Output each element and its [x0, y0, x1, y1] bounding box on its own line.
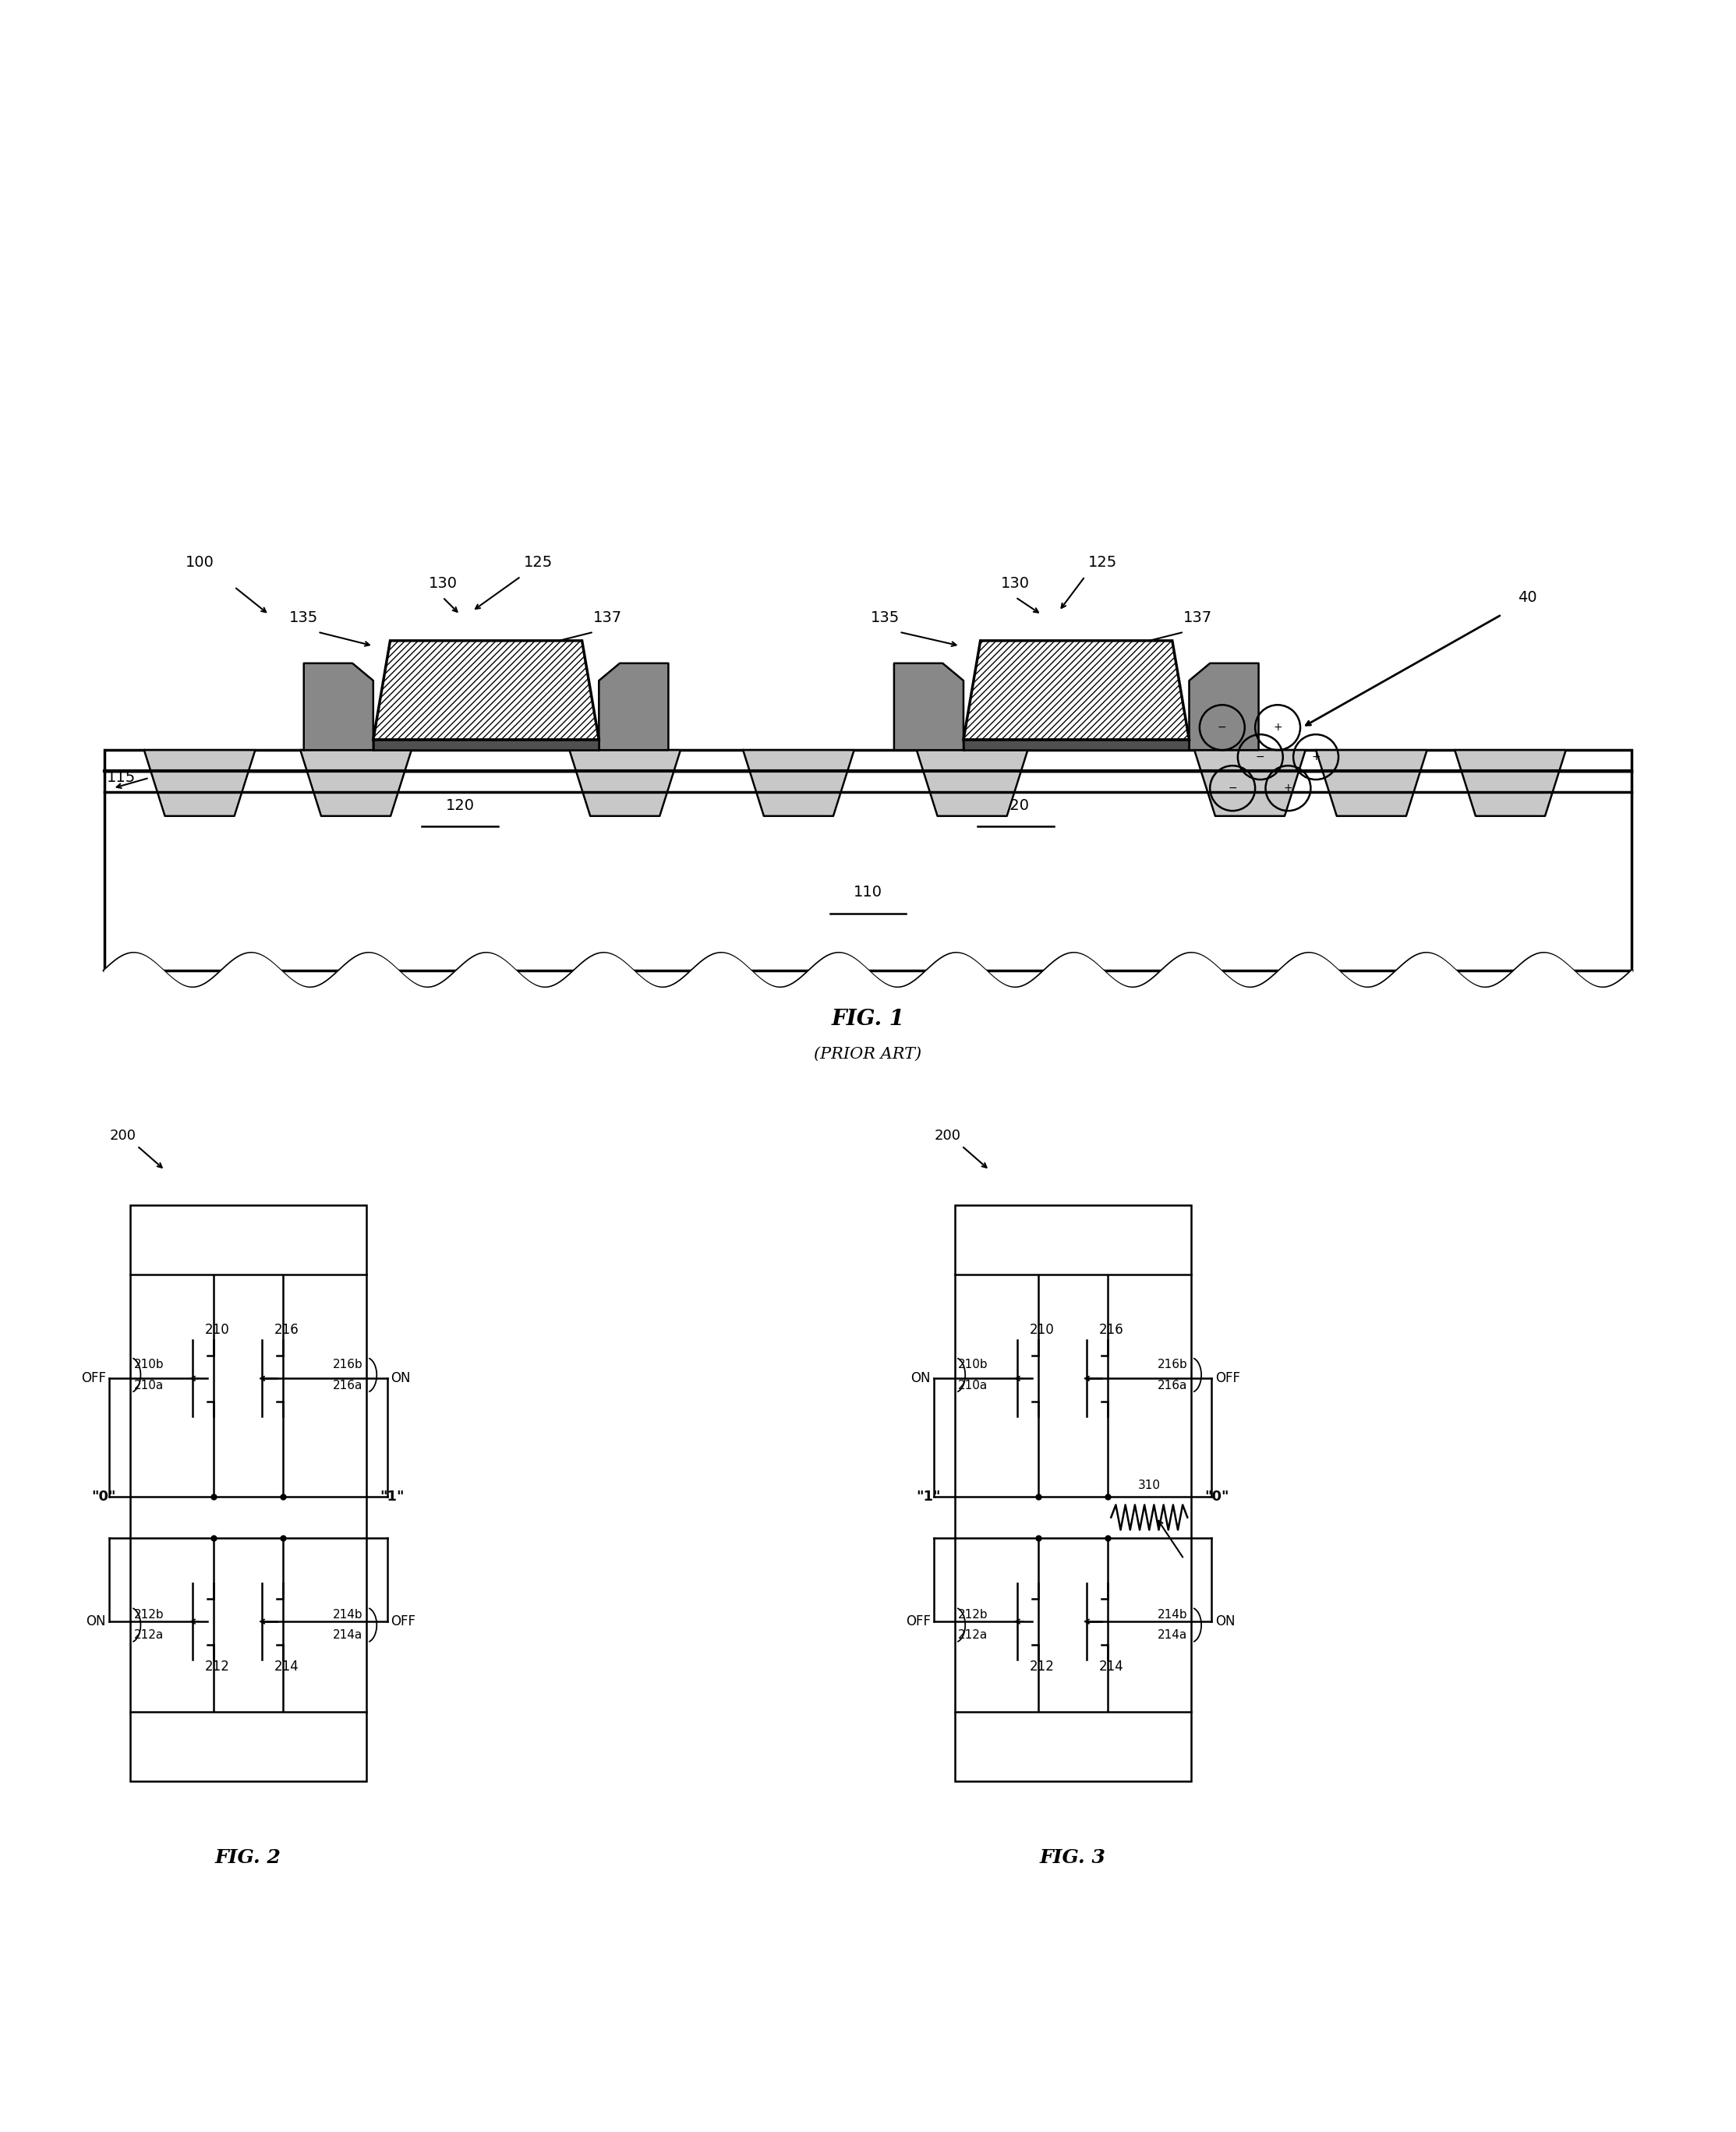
- Text: 120: 120: [446, 797, 474, 812]
- Text: +: +: [1272, 723, 1283, 733]
- Polygon shape: [743, 750, 854, 817]
- Polygon shape: [1194, 750, 1305, 817]
- Text: 130: 130: [429, 576, 457, 591]
- Text: 212b: 212b: [958, 1610, 988, 1620]
- Text: 216: 216: [274, 1322, 299, 1337]
- Text: OFF: OFF: [906, 1614, 930, 1629]
- Text: 214: 214: [1099, 1659, 1123, 1674]
- Polygon shape: [304, 663, 373, 750]
- Polygon shape: [373, 642, 599, 740]
- Text: 216a: 216a: [333, 1379, 363, 1392]
- Text: 214: 214: [274, 1659, 299, 1674]
- Text: 214a: 214a: [333, 1629, 363, 1642]
- Polygon shape: [963, 740, 1189, 750]
- Text: 135: 135: [871, 610, 899, 625]
- Text: 135: 135: [290, 610, 318, 625]
- Polygon shape: [963, 642, 1189, 740]
- Text: FIG. 1: FIG. 1: [832, 1008, 904, 1030]
- Text: 210b: 210b: [958, 1358, 988, 1371]
- Polygon shape: [1189, 663, 1259, 750]
- Text: 200: 200: [109, 1128, 137, 1143]
- Text: "1": "1": [917, 1490, 941, 1503]
- Polygon shape: [917, 750, 1028, 817]
- Text: 212a: 212a: [958, 1629, 988, 1642]
- Text: 216: 216: [1099, 1322, 1123, 1337]
- Text: −: −: [1255, 753, 1266, 763]
- Text: ON: ON: [911, 1371, 930, 1386]
- Text: 115: 115: [106, 770, 135, 785]
- Polygon shape: [569, 750, 681, 817]
- Text: 137: 137: [594, 610, 621, 625]
- Text: (PRIOR ART): (PRIOR ART): [814, 1047, 922, 1062]
- Text: +: +: [1283, 782, 1293, 793]
- Text: 212b: 212b: [134, 1610, 163, 1620]
- Text: 216a: 216a: [1158, 1379, 1187, 1392]
- Text: 137: 137: [1184, 610, 1212, 625]
- Text: ON: ON: [391, 1371, 410, 1386]
- Text: 216b: 216b: [1158, 1358, 1187, 1371]
- Text: 130: 130: [1002, 576, 1029, 591]
- Polygon shape: [144, 750, 255, 817]
- Bar: [104, 772, 1632, 970]
- Text: 125: 125: [524, 554, 552, 569]
- Polygon shape: [894, 663, 963, 750]
- Text: ON: ON: [1215, 1614, 1234, 1629]
- Text: +: +: [1311, 753, 1321, 763]
- Text: OFF: OFF: [391, 1614, 415, 1629]
- Text: 120: 120: [1002, 797, 1029, 812]
- Text: 212: 212: [1029, 1659, 1054, 1674]
- Text: FIG. 2: FIG. 2: [215, 1848, 281, 1868]
- Text: 210a: 210a: [958, 1379, 988, 1392]
- Polygon shape: [1455, 750, 1566, 817]
- Text: 216b: 216b: [333, 1358, 363, 1371]
- Text: FIG. 3: FIG. 3: [1040, 1848, 1106, 1868]
- Bar: [104, 750, 1632, 772]
- Polygon shape: [373, 740, 599, 750]
- Bar: [955, 1205, 1191, 1275]
- Text: "1": "1": [380, 1490, 404, 1503]
- Polygon shape: [599, 663, 668, 750]
- Text: 212: 212: [205, 1659, 229, 1674]
- Text: 210a: 210a: [134, 1379, 163, 1392]
- Bar: [955, 1712, 1191, 1780]
- Bar: [130, 1712, 366, 1780]
- Text: 110: 110: [854, 885, 882, 900]
- Bar: [130, 1205, 366, 1275]
- Text: 210b: 210b: [134, 1358, 163, 1371]
- Text: 100: 100: [186, 554, 214, 569]
- Text: 125: 125: [1088, 554, 1116, 569]
- Text: OFF: OFF: [1215, 1371, 1240, 1386]
- Text: −: −: [1217, 723, 1227, 733]
- Text: OFF: OFF: [82, 1371, 106, 1386]
- Text: 214a: 214a: [1158, 1629, 1187, 1642]
- Text: 200: 200: [934, 1128, 962, 1143]
- Text: ON: ON: [87, 1614, 106, 1629]
- Text: 40: 40: [1517, 591, 1538, 605]
- Text: "0": "0": [92, 1490, 116, 1503]
- Text: 214b: 214b: [333, 1610, 363, 1620]
- Text: 212a: 212a: [134, 1629, 163, 1642]
- Text: "0": "0": [1205, 1490, 1229, 1503]
- Polygon shape: [1316, 750, 1427, 817]
- Text: 210: 210: [205, 1322, 229, 1337]
- Text: 310: 310: [1137, 1480, 1161, 1490]
- Text: −: −: [1227, 782, 1238, 793]
- Polygon shape: [300, 750, 411, 817]
- Text: 214b: 214b: [1158, 1610, 1187, 1620]
- Text: 210: 210: [1029, 1322, 1054, 1337]
